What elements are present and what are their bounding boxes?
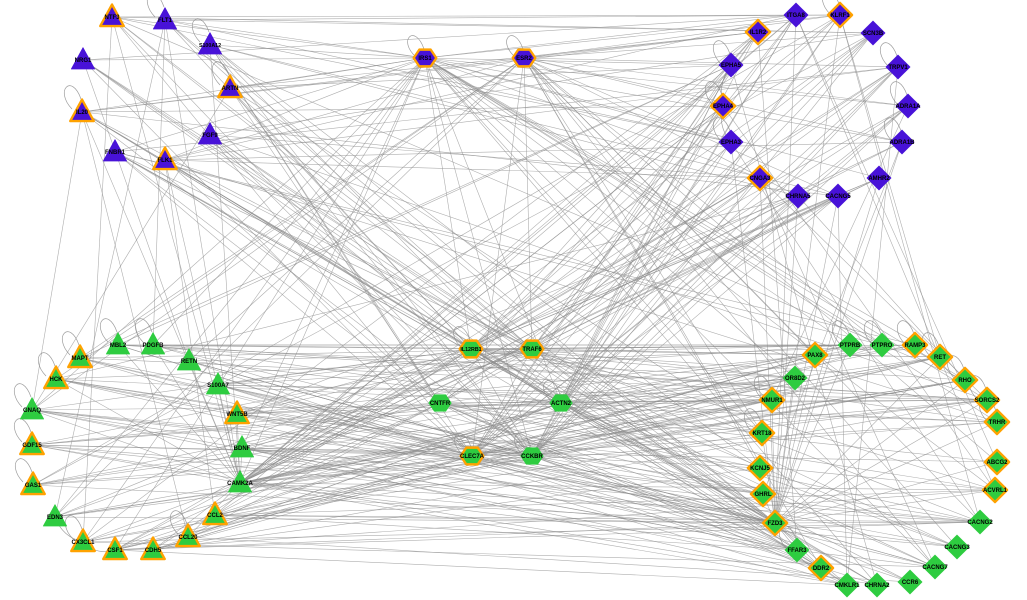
svg-text:RAMP3: RAMP3 [904, 343, 926, 349]
svg-text:S100A7: S100A7 [207, 383, 229, 389]
svg-text:RET: RET [934, 355, 946, 361]
svg-text:CNGA3: CNGA3 [749, 176, 771, 182]
svg-text:GHRL: GHRL [755, 492, 772, 498]
svg-text:CHRNA5: CHRNA5 [785, 194, 811, 200]
svg-text:HCK: HCK [50, 377, 64, 383]
svg-text:NTF3: NTF3 [105, 15, 121, 21]
svg-text:SCN3B: SCN3B [863, 31, 884, 37]
svg-text:CCL2: CCL2 [207, 513, 223, 519]
svg-text:FGF9: FGF9 [202, 133, 218, 139]
svg-text:TRAF6: TRAF6 [522, 347, 542, 353]
svg-text:DDR2: DDR2 [813, 566, 830, 572]
svg-text:PTPRO: PTPRO [872, 343, 893, 349]
svg-text:IL1R2: IL1R2 [750, 30, 767, 36]
svg-text:KRT18: KRT18 [752, 431, 772, 437]
svg-text:IRS1: IRS1 [418, 56, 432, 62]
svg-text:S100A12: S100A12 [199, 43, 221, 49]
svg-text:MAPT: MAPT [72, 356, 89, 362]
svg-text:KLRF1: KLRF1 [830, 13, 850, 19]
svg-text:OR8D2: OR8D2 [785, 376, 806, 382]
svg-text:TRPV1: TRPV1 [888, 65, 908, 71]
svg-text:CHRNA2: CHRNA2 [864, 583, 890, 589]
svg-text:CLEC7A: CLEC7A [460, 454, 485, 460]
svg-text:BDNF: BDNF [234, 446, 251, 452]
svg-text:CCL20: CCL20 [178, 535, 198, 541]
svg-text:ADRA1A: ADRA1A [895, 104, 921, 110]
svg-text:FZD3: FZD3 [768, 521, 784, 527]
svg-text:ACTN2: ACTN2 [551, 401, 572, 407]
svg-text:IL12RB1: IL12RB1 [460, 347, 481, 353]
svg-text:GDF15: GDF15 [22, 443, 42, 449]
svg-text:EDN3: EDN3 [47, 515, 64, 521]
svg-text:WNT5B: WNT5B [226, 412, 248, 418]
svg-text:FFAR3: FFAR3 [787, 548, 807, 554]
svg-text:EPHA3: EPHA3 [721, 140, 742, 146]
svg-text:GNAQ: GNAQ [23, 408, 41, 414]
svg-text:GAS1: GAS1 [25, 483, 42, 489]
svg-text:ABCG2: ABCG2 [986, 460, 1008, 466]
svg-text:CCKBR: CCKBR [521, 454, 543, 460]
svg-text:CCR6: CCR6 [902, 580, 919, 586]
svg-text:ITGA8: ITGA8 [787, 13, 805, 19]
svg-text:ACVRL1: ACVRL1 [983, 488, 1008, 494]
svg-text:CACNG5: CACNG5 [825, 194, 851, 200]
svg-text:AMHR2: AMHR2 [868, 176, 890, 182]
svg-text:PAX8: PAX8 [807, 353, 823, 359]
svg-text:NRG1: NRG1 [75, 58, 92, 64]
svg-text:CACNG2: CACNG2 [967, 520, 993, 526]
svg-text:PTPRB: PTPRB [840, 343, 861, 349]
svg-text:RETN: RETN [181, 359, 197, 365]
svg-text:CSF1: CSF1 [107, 548, 123, 554]
svg-text:FNBR1: FNBR1 [105, 150, 126, 156]
svg-text:CAMK2A: CAMK2A [227, 481, 253, 487]
svg-text:IL20: IL20 [76, 110, 89, 116]
svg-text:CACNG3: CACNG3 [944, 545, 970, 551]
svg-text:ESR2: ESR2 [516, 56, 532, 62]
svg-text:NMUR1: NMUR1 [761, 398, 783, 404]
svg-text:FLK1: FLK1 [158, 158, 174, 164]
svg-text:FLT1: FLT1 [158, 18, 173, 24]
svg-text:MBL2: MBL2 [110, 343, 127, 349]
svg-text:ADRA1B: ADRA1B [889, 140, 915, 146]
svg-text:TRHR: TRHR [989, 420, 1006, 426]
svg-text:EPHA5: EPHA5 [721, 63, 742, 69]
svg-text:SORCS2: SORCS2 [975, 398, 1000, 404]
svg-text:CNTFR: CNTFR [430, 401, 451, 407]
svg-text:CACNG7: CACNG7 [922, 565, 948, 571]
svg-text:KCNJ5: KCNJ5 [750, 466, 770, 472]
svg-text:PDGFB: PDGFB [143, 343, 165, 349]
svg-text:CX3CL1: CX3CL1 [71, 540, 95, 546]
svg-text:CDH5: CDH5 [145, 548, 162, 554]
svg-text:CMKLR1: CMKLR1 [835, 583, 861, 589]
svg-text:RHO: RHO [958, 378, 972, 384]
svg-text:EPHA4: EPHA4 [713, 104, 734, 110]
svg-text:ARTN: ARTN [222, 86, 239, 92]
